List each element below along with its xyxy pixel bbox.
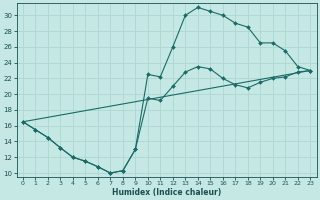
- X-axis label: Humidex (Indice chaleur): Humidex (Indice chaleur): [112, 188, 221, 197]
